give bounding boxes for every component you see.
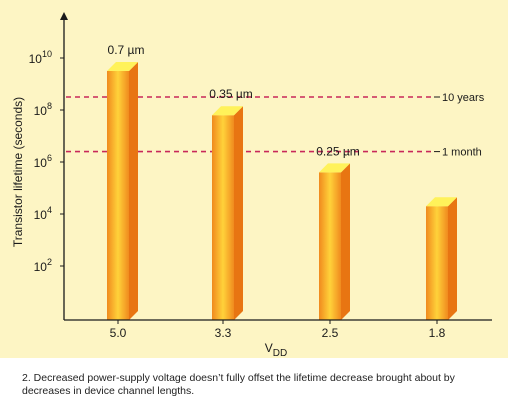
x-tick-label: 3.3 (215, 326, 232, 340)
bar-label: 0.35 µm (209, 87, 253, 101)
bar-top (426, 197, 457, 207)
y-axis-label: Transistor lifetime (seconds) (11, 97, 25, 247)
y-tick-label: 108 (34, 101, 52, 118)
reference-line-label: 1 month (442, 147, 482, 159)
y-tick-label: 106 (34, 153, 52, 170)
bar-side (129, 62, 138, 320)
bar (212, 115, 234, 320)
x-tick-label: 1.8 (429, 326, 446, 340)
y-tick-label: 102 (34, 257, 52, 274)
y-tick-label: 1010 (29, 49, 52, 66)
x-axis-label: VDD (265, 341, 287, 358)
bar-side (234, 106, 243, 320)
bar-label: 0.7 µm (108, 43, 145, 57)
bar-side (448, 197, 457, 320)
figure-caption: 2. Decreased power-supply voltage doesn’… (22, 372, 455, 397)
bar-chart: 10 years 1 month 0.7 µm 0.35 µm 0.25 µm 102… (11, 12, 492, 358)
bar (107, 71, 129, 320)
bar-top (212, 106, 243, 116)
bar (319, 172, 341, 320)
bar-top (107, 62, 138, 71)
y-axis-arrow (60, 12, 68, 20)
x-tick-label: 5.0 (110, 326, 127, 340)
chart-panel: 10 years 1 month 0.7 µm 0.35 µm 0.25 µm 102… (0, 0, 508, 358)
bar (426, 206, 448, 320)
bar-top (319, 163, 350, 173)
reference-line-label: 10 years (442, 92, 485, 104)
bar-side (341, 163, 350, 320)
bar-label: 0.25 µm (316, 144, 360, 158)
x-tick-label: 2.5 (322, 326, 339, 340)
y-tick-label: 104 (34, 205, 52, 222)
